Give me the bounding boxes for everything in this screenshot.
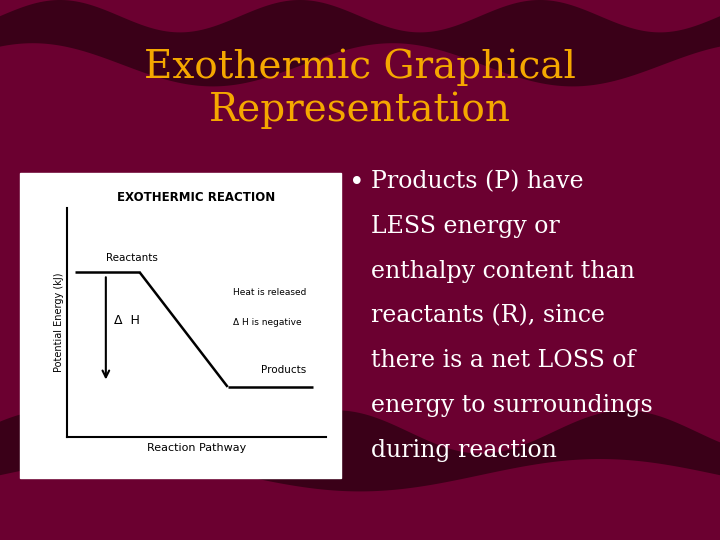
Text: Heat is released: Heat is released (233, 288, 306, 298)
X-axis label: Reaction Pathway: Reaction Pathway (147, 443, 246, 453)
Text: during reaction: during reaction (371, 439, 557, 462)
Text: Δ H is negative: Δ H is negative (233, 318, 302, 327)
Text: enthalpy content than: enthalpy content than (371, 260, 634, 283)
Text: Δ  H: Δ H (114, 314, 140, 327)
Text: energy to surroundings: energy to surroundings (371, 394, 652, 417)
Text: Exothermic Graphical: Exothermic Graphical (144, 49, 576, 86)
Text: reactants (R), since: reactants (R), since (371, 305, 605, 328)
Bar (20, 173, 341, 478)
Text: Products: Products (261, 366, 307, 375)
Text: Products (P) have: Products (P) have (371, 170, 583, 193)
Text: Representation: Representation (209, 92, 511, 130)
Title: EXOTHERMIC REACTION: EXOTHERMIC REACTION (117, 191, 276, 204)
Text: Reactants: Reactants (106, 253, 158, 263)
Y-axis label: Potential Energy (kJ): Potential Energy (kJ) (54, 273, 64, 373)
Text: there is a net LOSS of: there is a net LOSS of (371, 349, 635, 373)
Text: •: • (349, 170, 365, 196)
Text: LESS energy or: LESS energy or (371, 215, 559, 238)
Polygon shape (0, 410, 720, 491)
Polygon shape (0, 0, 720, 86)
